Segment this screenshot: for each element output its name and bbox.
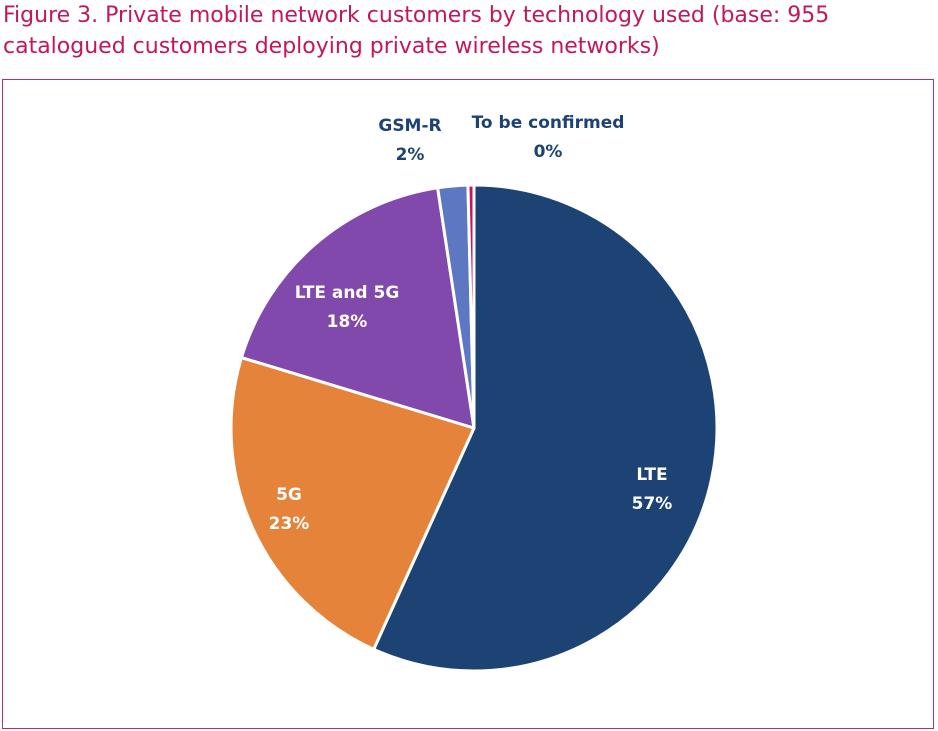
slice-label-gsm-r: GSM-R	[378, 116, 441, 136]
chart-title: Figure 3. Private mobile network custome…	[3, 0, 923, 62]
pie-slice-lte-and-5g	[239, 186, 476, 430]
pie-slices	[229, 183, 719, 673]
pie-slice-lte	[372, 183, 719, 673]
slice-label-to-be-confirmed: To be confirmed	[472, 113, 625, 133]
slice-value-5g: 23%	[269, 514, 310, 534]
slice-label-lte: LTE	[636, 465, 667, 485]
chart-frame	[2, 79, 934, 729]
slice-label-5g: 5G	[276, 485, 302, 505]
pie-slice-5g	[229, 356, 476, 651]
slice-value-gsm-r: 2%	[396, 145, 425, 165]
slice-label-lte-and-5g: LTE and 5G	[295, 283, 400, 303]
pie-slice-to-be-confirmed	[466, 183, 476, 430]
slice-value-lte: 57%	[632, 494, 673, 514]
slice-value-to-be-confirmed: 0%	[534, 142, 563, 162]
slice-value-lte-and-5g: 18%	[327, 312, 368, 332]
chart-title-line-2: catalogued customers deploying private w…	[3, 34, 660, 59]
chart-title-line-1: Figure 3. Private mobile network custome…	[3, 3, 830, 28]
pie-labels: LTE 57% 5G 23% LTE and 5G 18% GSM-R 2% To be con…	[269, 113, 673, 534]
